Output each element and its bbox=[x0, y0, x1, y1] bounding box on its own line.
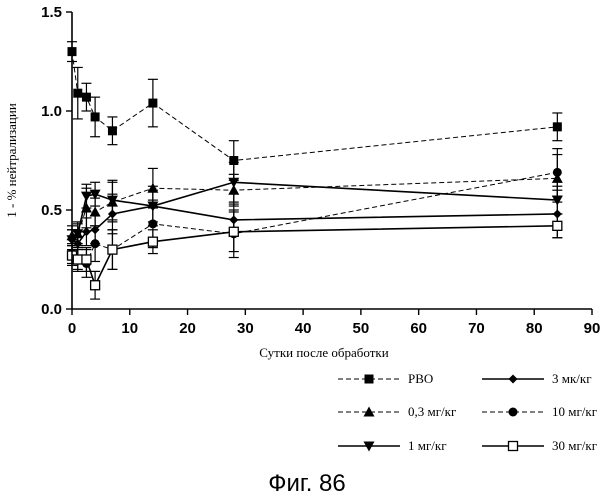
legend-entry-30-мг-кг: 30 мг/кг bbox=[482, 438, 597, 453]
series-3-мк-кг bbox=[67, 190, 562, 255]
x-tick-label: 30 bbox=[237, 320, 254, 337]
y-axis-label: 1 - % нейтрализации bbox=[4, 103, 19, 218]
legend-label-0-3-мг-кг: 0,3 мг/кг bbox=[408, 404, 456, 419]
legend-entry-pbo: PBO bbox=[338, 371, 433, 386]
legend-label-30-мг-кг: 30 мг/кг bbox=[552, 438, 597, 453]
x-tick-label: 40 bbox=[295, 320, 312, 337]
data-point-pbo bbox=[73, 89, 82, 98]
axes: 0.0 0.5 1.0 1.5 0 10 20 30 40 50 60 70 80 90 bbox=[41, 4, 600, 337]
legend: PBO 3 мк/кг 0,3 мг/кг 10 мг/кг 1 мг/кг 30 мг/… bbox=[338, 371, 597, 453]
legend-marker-10-мг-кг bbox=[509, 408, 518, 417]
series-1-мг-кг bbox=[67, 162, 563, 249]
data-point-10-мг-кг bbox=[148, 219, 157, 228]
x-tick-label: 60 bbox=[410, 320, 427, 337]
y-tick-label: 0.5 bbox=[41, 202, 62, 219]
data-point-30-мг-кг bbox=[82, 255, 91, 264]
legend-label-pbo: PBO bbox=[408, 371, 433, 386]
legend-marker-pbo bbox=[365, 375, 374, 384]
x-tick-label: 80 bbox=[526, 320, 543, 337]
legend-marker-30-мг-кг bbox=[509, 442, 518, 451]
legend-label-3-мк-кг: 3 мк/кг bbox=[552, 371, 592, 386]
legend-label-1-мг-кг: 1 мг/кг bbox=[408, 438, 447, 453]
legend-entry-10-мг-кг: 10 мг/кг bbox=[482, 404, 597, 419]
x-tick-label: 0 bbox=[68, 320, 76, 337]
data-point-10-мг-кг bbox=[91, 239, 100, 248]
y-tick-label: 1.0 bbox=[41, 103, 62, 120]
data-point-30-мг-кг bbox=[148, 237, 157, 246]
data-point-pbo bbox=[82, 93, 91, 102]
data-point-pbo bbox=[553, 122, 562, 131]
legend-entry-0-3-мг-кг: 0,3 мг/кг bbox=[338, 404, 456, 419]
x-tick-label: 50 bbox=[353, 320, 370, 337]
x-tick-label: 90 bbox=[584, 320, 601, 337]
data-point-30-мг-кг bbox=[73, 255, 82, 264]
y-tick-label: 0.0 bbox=[41, 301, 62, 318]
legend-marker-3-мк-кг bbox=[509, 375, 518, 384]
x-tick-label: 70 bbox=[468, 320, 485, 337]
legend-entry-3-мк-кг: 3 мк/кг bbox=[482, 371, 592, 386]
series-10-мг-кг bbox=[67, 149, 562, 278]
legend-entry-1-мг-кг: 1 мг/кг bbox=[338, 438, 447, 453]
plot-area bbox=[67, 42, 563, 299]
data-point-10-мг-кг bbox=[553, 168, 562, 177]
data-point-1-мг-кг bbox=[81, 192, 92, 202]
data-point-30-мг-кг bbox=[229, 227, 238, 236]
data-point-pbo bbox=[91, 112, 100, 121]
data-point-30-мг-кг bbox=[553, 221, 562, 230]
series-pbo bbox=[67, 42, 562, 181]
figure-caption: Фиг. 86 bbox=[268, 470, 346, 497]
x-axis-label: Сутки после обработки bbox=[259, 345, 388, 360]
series-line-30-мг-кг bbox=[72, 226, 557, 285]
series-line-pbo bbox=[72, 52, 557, 161]
x-tick-label: 10 bbox=[121, 320, 138, 337]
data-point-pbo bbox=[148, 99, 157, 108]
legend-label-10-мг-кг: 10 мг/кг bbox=[552, 404, 597, 419]
x-tick-label: 20 bbox=[179, 320, 196, 337]
data-point-30-мг-кг bbox=[108, 245, 117, 254]
data-point-pbo bbox=[108, 126, 117, 135]
series-30-мг-кг bbox=[67, 212, 562, 299]
series-line-3-мк-кг bbox=[72, 206, 557, 244]
y-tick-label: 1.5 bbox=[41, 4, 62, 21]
data-point-30-мг-кг bbox=[91, 281, 100, 290]
